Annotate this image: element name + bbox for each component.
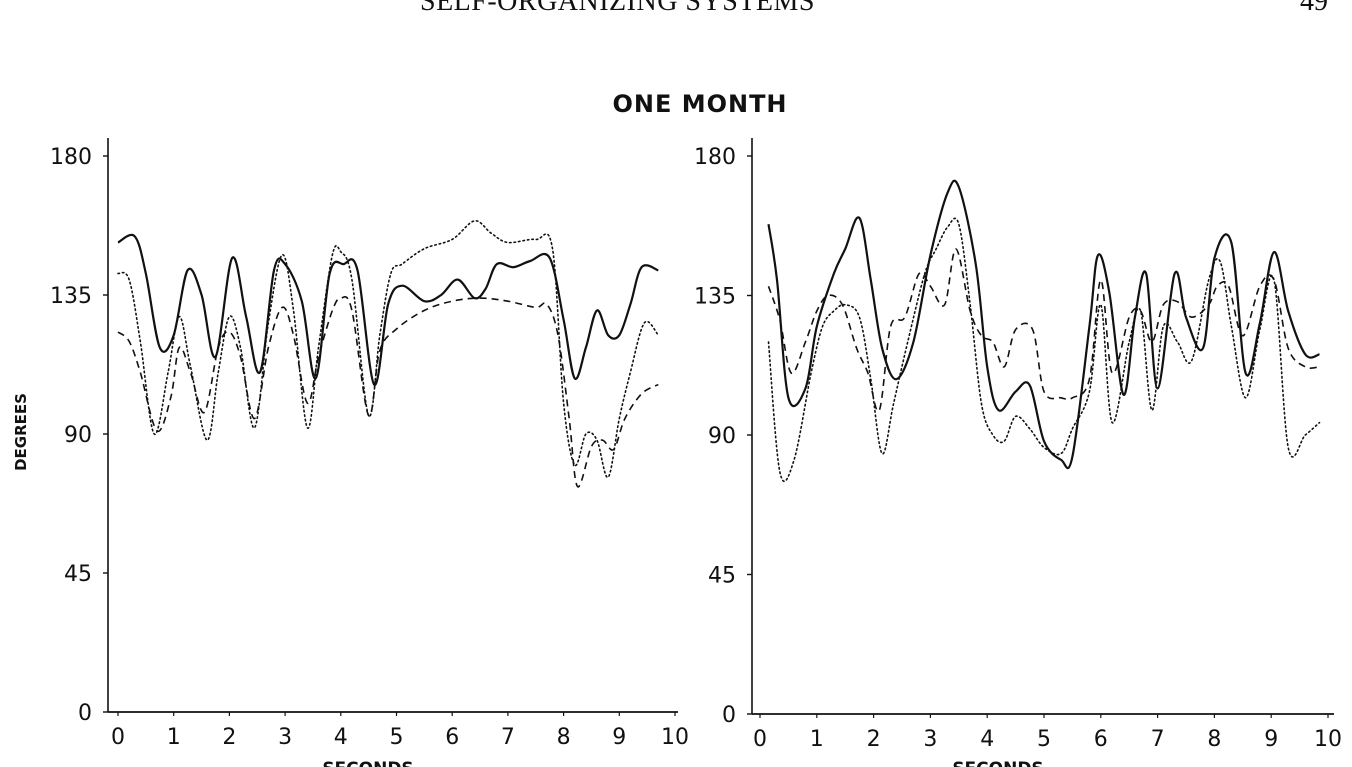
x-tick-label: 5: [390, 725, 404, 750]
x-tick-label: 10: [661, 725, 689, 750]
x-axis-label: SECONDS: [322, 759, 413, 767]
y-tick-label: 0: [78, 701, 92, 726]
page-number: 49: [1300, 0, 1328, 17]
x-tick-label: 2: [222, 725, 236, 750]
y-tick-label: 135: [50, 284, 92, 309]
y-tick-label: 180: [50, 145, 92, 170]
x-tick-label: 7: [1151, 727, 1165, 752]
x-tick-label: 9: [1264, 727, 1278, 752]
x-tick-label: 9: [612, 725, 626, 750]
series-line-solid: [117, 233, 659, 386]
series-line-dashed: [767, 248, 1320, 413]
x-tick-label: 3: [278, 725, 292, 750]
x-tick-label: 0: [753, 727, 767, 752]
figure-title: ONE MONTH: [612, 90, 787, 118]
y-tick-label: 45: [708, 564, 736, 589]
chart-right: 04590135180012345678910SECONDS: [694, 138, 1342, 767]
y-tick-label: 45: [64, 562, 92, 587]
x-tick-label: 6: [445, 725, 459, 750]
page-header: SELF-ORGANIZING SYSTEMS 49: [0, 0, 1352, 30]
x-tick-label: 1: [810, 727, 824, 752]
x-tick-label: 6: [1094, 727, 1108, 752]
series-line-dotted: [117, 220, 660, 479]
y-tick-label: 90: [64, 423, 92, 448]
x-axis-label: SECONDS: [952, 759, 1043, 767]
chart-left: 04590135180012345678910SECONDSDEGREES: [12, 138, 689, 767]
x-tick-label: 4: [980, 727, 994, 752]
running-title: SELF-ORGANIZING SYSTEMS: [420, 0, 815, 17]
x-tick-label: 10: [1314, 727, 1342, 752]
x-tick-label: 0: [111, 725, 125, 750]
x-tick-label: 8: [557, 725, 571, 750]
series-line-dashed: [117, 296, 659, 488]
x-tick-label: 8: [1207, 727, 1221, 752]
x-tick-label: 4: [334, 725, 348, 750]
x-tick-label: 3: [923, 727, 937, 752]
x-tick-label: 1: [167, 725, 181, 750]
y-tick-label: 90: [708, 424, 736, 449]
series-line-dotted: [767, 217, 1321, 483]
x-tick-label: 2: [867, 727, 881, 752]
y-tick-label: 180: [694, 145, 736, 170]
y-tick-label: 135: [694, 285, 736, 310]
y-axis-label: DEGREES: [12, 393, 30, 471]
y-tick-label: 0: [722, 703, 736, 728]
series-line-solid: [767, 179, 1320, 470]
x-tick-label: 5: [1037, 727, 1051, 752]
x-tick-label: 7: [501, 725, 515, 750]
